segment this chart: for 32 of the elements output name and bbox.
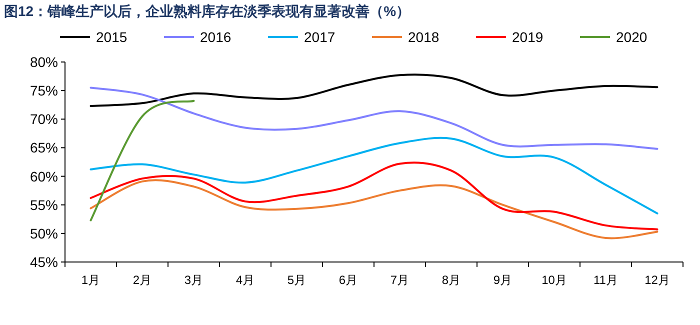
y-tick-label: 75% xyxy=(30,82,58,99)
y-tick-label: 70% xyxy=(30,111,58,128)
x-tick-label: 1月 xyxy=(81,273,100,287)
x-tick-label: 7月 xyxy=(390,273,410,287)
legend-label: 2015 xyxy=(96,29,128,45)
y-tick-label: 65% xyxy=(30,140,58,156)
y-tick-label: 60% xyxy=(30,168,58,184)
legend-label: 2019 xyxy=(512,29,544,45)
x-tick-label: 11月 xyxy=(594,273,618,287)
legend-label: 2020 xyxy=(616,29,648,45)
legend-label: 2016 xyxy=(200,29,232,45)
y-tick-label: 80% xyxy=(30,54,58,70)
x-tick-label: 8月 xyxy=(442,273,461,287)
x-tick-label: 12月 xyxy=(644,273,670,287)
legend-label: 2018 xyxy=(408,29,440,45)
y-tick-label: 45% xyxy=(30,254,58,270)
x-tick-label: 3月 xyxy=(184,273,204,287)
x-tick-label: 5月 xyxy=(287,273,306,287)
y-tick-label: 55% xyxy=(30,196,58,213)
legend-label: 2017 xyxy=(304,29,336,45)
line-series xyxy=(90,74,658,107)
y-tick-label: 50% xyxy=(30,225,58,242)
line-series xyxy=(90,136,658,214)
x-tick-label: 4月 xyxy=(236,273,255,287)
line-series xyxy=(90,86,658,150)
x-tick-label: 2月 xyxy=(132,273,152,287)
x-tick-label: 10月 xyxy=(542,273,567,287)
chart-title: 图12：错峰生产以后，企业熟料库存在淡季表现有显著改善（%） xyxy=(4,3,410,19)
line-series xyxy=(90,179,658,240)
x-tick-label: 9月 xyxy=(493,273,512,287)
x-tick-label: 6月 xyxy=(338,273,358,287)
line-series xyxy=(90,162,658,230)
